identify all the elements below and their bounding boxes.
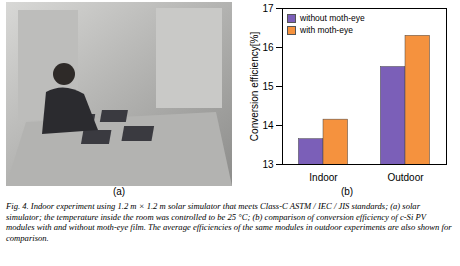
html-text:(b): (b)	[340, 186, 354, 197]
html-text:(a): (a)	[112, 186, 126, 197]
svg-text:Conversion efficiency[%]: Conversion efficiency[%]	[249, 32, 260, 142]
svg-text:13: 13	[262, 159, 274, 170]
svg-text:17: 17	[262, 3, 274, 14]
svg-text:Outdoor: Outdoor	[387, 172, 424, 183]
html-text:without moth-eye: without moth-eye	[300, 13, 365, 23]
svg-text:15: 15	[262, 81, 274, 92]
html-text:with moth-eye: with moth-eye	[300, 25, 353, 35]
svg-text:Indoor: Indoor	[309, 172, 338, 183]
svg-text:16: 16	[262, 42, 274, 53]
html-text:Fig. 4. Indoor experiment usin: Fig. 4. Indoor experiment using 1.2 m × …	[6, 201, 452, 243]
svg-text:14: 14	[262, 120, 274, 131]
